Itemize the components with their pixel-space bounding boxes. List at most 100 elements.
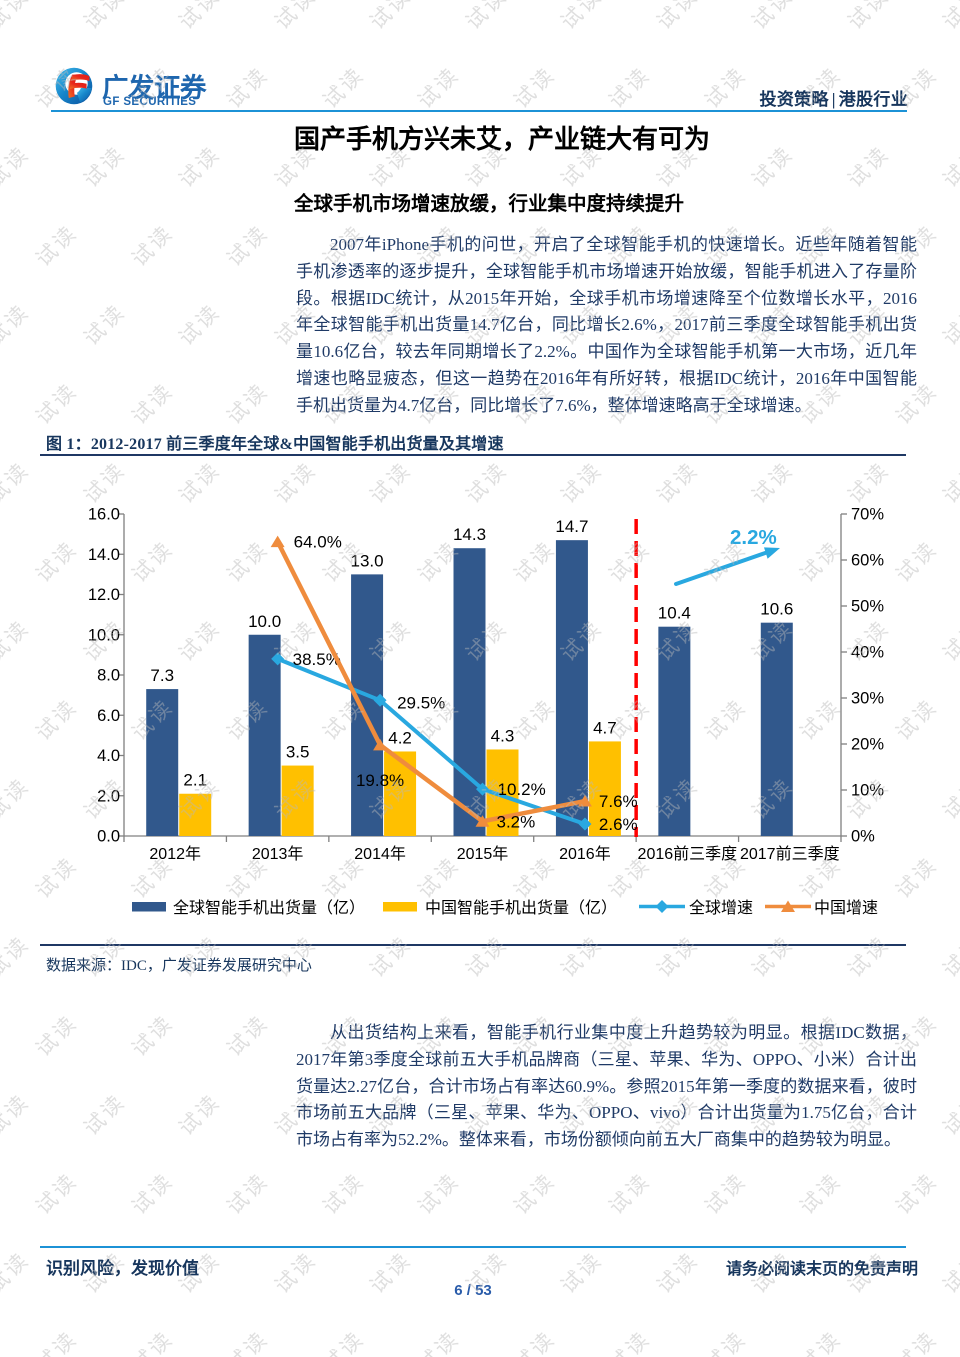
logo-company-name-en: GF SECURITIES <box>103 96 197 108</box>
line-point-label: 19.8% <box>356 771 404 790</box>
paragraph-market-concentration: 从出货结构上来看，智能手机行业集中度上升趋势较为明显。根据IDC数据，2017年… <box>296 1023 917 1150</box>
left-tick-label: 6.0 <box>97 707 120 725</box>
left-tick-label: 8.0 <box>97 667 120 685</box>
watermark-text: 试读 <box>938 931 960 983</box>
bar-global-2016年 <box>555 540 588 836</box>
watermark-text: 试读 <box>938 457 960 509</box>
triangle-marker <box>475 815 490 827</box>
data-source-prefix: 数据来源： <box>46 958 122 974</box>
watermark-text: 试读 <box>127 220 178 272</box>
section-heading: 全球手机市场增速放缓，行业集中度持续提升 <box>294 194 685 215</box>
left-tick-label: 0.0 <box>97 828 120 846</box>
watermark-text: 试读 <box>127 1326 178 1357</box>
figure-caption: 图 1：2012-2017 前三季度年全球&中国智能手机出货量及其增速 <box>46 430 504 454</box>
watermark-text: 试读 <box>270 0 321 35</box>
legend-marker <box>655 900 669 913</box>
category-strategy: 投资策略 <box>759 90 829 109</box>
right-tick-label: 40% <box>851 644 884 662</box>
watermark-text: 试读 <box>891 1326 942 1357</box>
watermark-text: 试读 <box>174 0 226 35</box>
data-source-text: IDC，广发证券发展研究中心 <box>121 958 312 974</box>
bar-value-label: 4.7 <box>593 718 617 737</box>
gf-securities-logo-icon <box>55 67 93 105</box>
figure-title: 2012-2017 前三季度年全球&中国智能手机出货量及其增速 <box>90 436 504 453</box>
watermark-text: 试读 <box>127 1168 178 1220</box>
bar-value-label: 7.3 <box>150 666 174 685</box>
legend-label: 中国增速 <box>814 899 878 917</box>
watermark-text: 试读 <box>0 0 35 35</box>
watermark-text: 试读 <box>79 0 130 35</box>
shipments-growth-chart: 0.0 2.0 4.0 6.0 8.0 10.0 12.0 14.0 16.0 0% 10% 20% 3… <box>88 506 884 918</box>
watermark-text: 试读 <box>604 1326 656 1357</box>
page-title: 国产手机方兴未艾，产业链大有可为 <box>294 125 711 154</box>
watermark-text: 试读 <box>652 0 703 35</box>
watermark-text: 试读 <box>413 1168 465 1220</box>
watermark-text: 试读 <box>174 1089 226 1141</box>
bar-china-2014年 <box>384 751 417 836</box>
bar-global-2016前三季度 <box>658 626 691 836</box>
watermark-text: 试读 <box>174 141 226 193</box>
watermark-text: 试读 <box>509 1168 560 1220</box>
watermark-text: 试读 <box>700 62 751 114</box>
left-tick-label: 10.0 <box>88 626 120 644</box>
line-point-label: 38.5% <box>293 650 341 669</box>
watermark-text: 试读 <box>0 299 35 351</box>
triangle-marker <box>270 535 285 548</box>
bar-global-2017前三季度 <box>760 622 793 836</box>
watermark-text: 试读 <box>174 299 226 351</box>
legend-label: 全球智能手机出货量（亿） <box>173 899 365 917</box>
watermark-text: 试读 <box>79 299 130 351</box>
line-point-label: 29.5% <box>397 693 445 712</box>
bar-global-2013年 <box>248 634 281 836</box>
watermark-text: 试读 <box>222 378 274 430</box>
watermark-text: 试读 <box>413 1326 465 1357</box>
watermark-text: 试读 <box>891 1168 942 1220</box>
watermark-text: 试读 <box>365 0 417 35</box>
watermark-text: 试读 <box>127 1010 178 1062</box>
watermark-text: 试读 <box>318 1326 369 1357</box>
header-rule <box>51 110 907 112</box>
watermark-text: 试读 <box>604 1168 656 1220</box>
watermark-text: 试读 <box>222 220 274 272</box>
bar-global-2012年 <box>146 689 179 836</box>
footer-slogan: 识别风险，发现价值 <box>46 1259 199 1278</box>
diamond-marker <box>271 652 285 666</box>
watermark-text: 试读 <box>843 0 894 35</box>
watermark-text: 试读 <box>938 615 960 667</box>
diamond-marker <box>578 817 592 831</box>
bar-china-2012年 <box>179 793 212 836</box>
right-tick-label: 70% <box>851 506 884 524</box>
x-category-label: 2015年 <box>457 845 509 863</box>
bar-value-label: 10.4 <box>658 604 691 623</box>
paragraph-market-growth: 2007年iPhone手机的问世，开启了全球智能手机的快速增长。近些年随着智能手… <box>296 235 917 415</box>
bar-china-2016年 <box>588 741 621 836</box>
watermark-text: 试读 <box>31 378 83 430</box>
x-category-label: 2013年 <box>252 845 304 863</box>
watermark-text: 试读 <box>0 141 35 193</box>
watermark-text: 试读 <box>604 62 656 114</box>
watermark-text: 试读 <box>318 62 369 114</box>
watermark-text: 试读 <box>0 457 35 509</box>
bar-value-label: 3.5 <box>286 743 310 762</box>
triangle-marker <box>373 738 388 751</box>
left-tick-label: 12.0 <box>88 586 120 604</box>
watermark-text: 试读 <box>700 1168 751 1220</box>
line-point-label: 7.6% <box>599 792 638 811</box>
watermark-text: 试读 <box>747 141 799 193</box>
logo-company-name: 广发证券 <box>102 73 207 103</box>
figure-label: 图 1： <box>46 436 91 453</box>
watermark-text: 试读 <box>0 1089 35 1141</box>
watermark-text: 试读 <box>843 141 894 193</box>
watermark-text: 试读 <box>938 1089 960 1141</box>
left-tick-label: 14.0 <box>88 546 120 564</box>
watermark-text: 试读 <box>556 0 608 35</box>
diamond-marker <box>373 693 387 707</box>
caption-rule <box>40 454 906 456</box>
watermark-text: 试读 <box>795 1326 847 1357</box>
right-tick-label: 20% <box>851 736 884 754</box>
footer-rule <box>40 1246 906 1248</box>
annotation-arrow-head <box>764 547 780 559</box>
watermark-text: 试读 <box>222 62 274 114</box>
watermark-text: 试读 <box>31 220 83 272</box>
